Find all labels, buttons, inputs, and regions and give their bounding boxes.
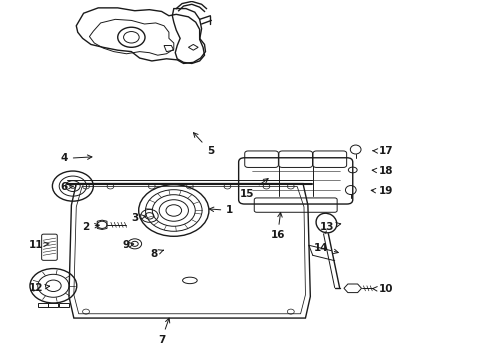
Text: 7: 7 <box>158 318 169 345</box>
Text: 11: 11 <box>29 239 49 249</box>
Text: 16: 16 <box>270 212 285 240</box>
Text: 9: 9 <box>122 240 133 250</box>
Text: 2: 2 <box>82 222 99 231</box>
Text: 1: 1 <box>209 206 233 216</box>
Text: 19: 19 <box>370 186 392 197</box>
Text: 18: 18 <box>371 166 392 176</box>
Text: 13: 13 <box>320 222 340 231</box>
Text: 5: 5 <box>193 133 214 156</box>
Text: 4: 4 <box>61 153 92 163</box>
Text: 3: 3 <box>131 213 145 222</box>
Text: 14: 14 <box>314 243 338 253</box>
Text: 10: 10 <box>372 284 392 294</box>
Text: 6: 6 <box>61 182 73 192</box>
Text: 8: 8 <box>150 248 163 258</box>
Text: 17: 17 <box>372 146 392 156</box>
Text: 12: 12 <box>29 283 49 293</box>
Text: 15: 15 <box>239 179 267 199</box>
